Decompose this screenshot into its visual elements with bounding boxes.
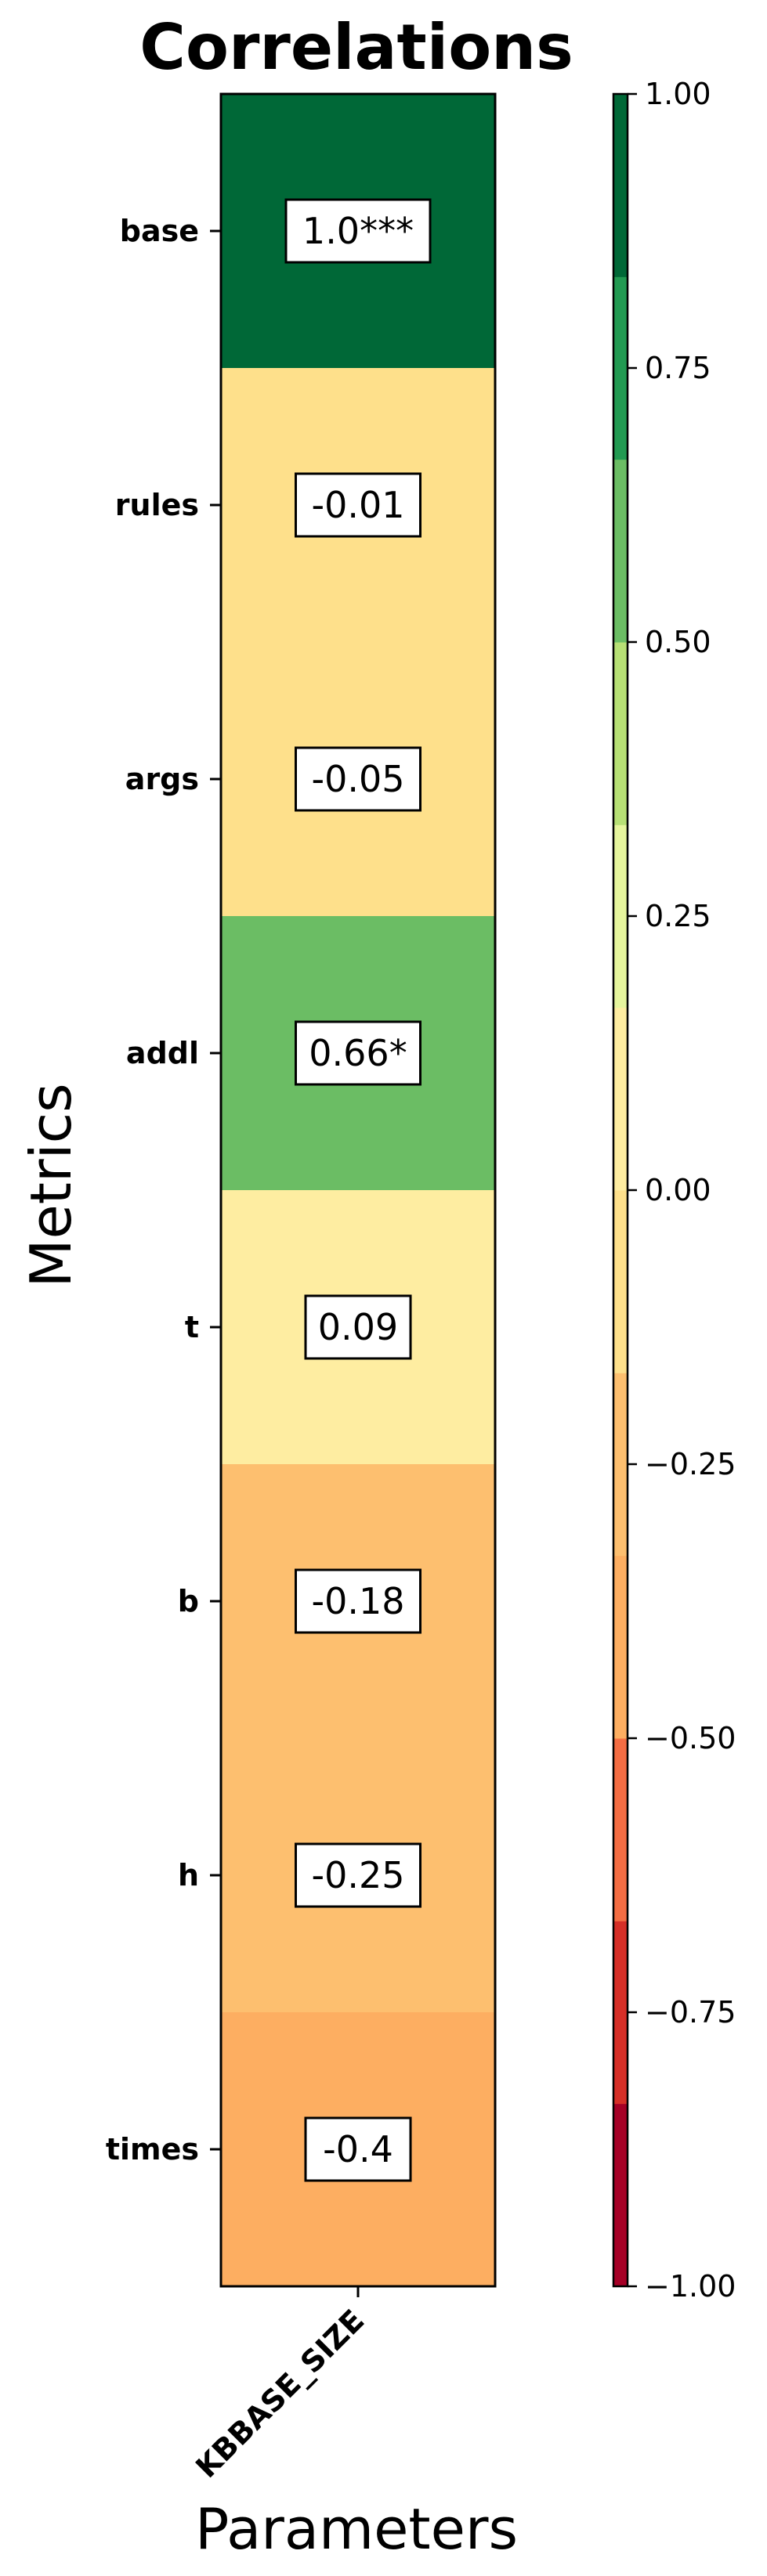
colorbar-segment [613,1921,628,2105]
x-tick-label-kbbase_size: KBBASE_SIZE [189,2303,371,2484]
colorbar-tick-label: 0.50 [645,625,711,659]
y-axis-label: Metrics [18,1083,84,1287]
colorbar-tick-label: 0.25 [645,899,711,933]
y-tick-label-h: h [178,1858,199,1892]
cell-label-box [295,746,421,812]
cell-label-box [295,1568,421,1634]
cell-value-label: -0.01 [311,484,404,526]
colorbar-tick-label: −0.50 [645,1721,736,1755]
y-tick-label-t: t [185,1310,199,1344]
colorbar [612,92,629,2288]
colorbar-tick-label: −0.75 [645,1995,736,2029]
colorbar-segment [613,94,628,277]
colorbar-tick-label: 0.75 [645,351,711,385]
cell-label-box [295,1842,421,1908]
heatmap-cell-labels: 1.0*** -0.01 -0.05 0.66* 0.09 -0.18 -0.25 -0.4 [284,198,432,2182]
y-tick-label-base: base [120,214,199,248]
heatmap-cells [221,94,495,2287]
cell-value-label: 1.0*** [302,210,414,252]
colorbar-segment [613,459,628,643]
cell-value-label: 0.09 [318,1306,398,1348]
x-axis-label: Parameters [195,2496,518,2562]
cell-value-label: -0.25 [311,1854,404,1896]
heatmap-frame [219,92,497,2288]
cell-label-box [284,198,432,264]
y-tick-label-addl: addl [126,1036,199,1070]
colorbar-segment [613,1555,628,1739]
colorbar-segment [613,1190,628,1373]
colorbar-tick-label: −1.00 [645,2269,736,2304]
cell-label-box [295,472,421,538]
cell-value-label: -0.05 [311,758,404,800]
y-tick-label-rules: rules [115,488,199,522]
cell-value-label: 0.66* [309,1032,407,1074]
y-tick-label-times: times [106,2132,199,2167]
cell-label-box [295,1020,421,1086]
colorbar-segment [613,1007,628,1191]
colorbar-segment [613,1738,628,1921]
cell-label-box [304,1294,412,1360]
colorbar-ticks: 1.00 0.75 0.50 0.25 0.00 −0.25 −0.50 −0.75 −1.00 [628,77,736,2304]
colorbar-segment [613,824,628,1008]
colorbar-tick-label: −0.25 [645,1447,736,1481]
chart-title: Correlations [139,11,573,84]
colorbar-tick-label: 0.00 [645,1173,711,1207]
colorbar-segment [613,642,628,825]
colorbar-segment [613,276,628,460]
cell-label-box [304,2116,412,2182]
cell-value-label: -0.4 [323,2128,393,2170]
y-tick-label-b: b [178,1584,199,1618]
x-tick-labels: KBBASE_SIZE [189,2286,371,2484]
colorbar-segment [613,2103,628,2287]
colorbar-tick-label: 1.00 [645,77,711,111]
y-tick-labels: base rules args addl t b h times [106,214,221,2167]
cell-value-label: -0.18 [311,1580,404,1622]
y-tick-label-args: args [125,762,199,796]
colorbar-segment [613,1373,628,1557]
